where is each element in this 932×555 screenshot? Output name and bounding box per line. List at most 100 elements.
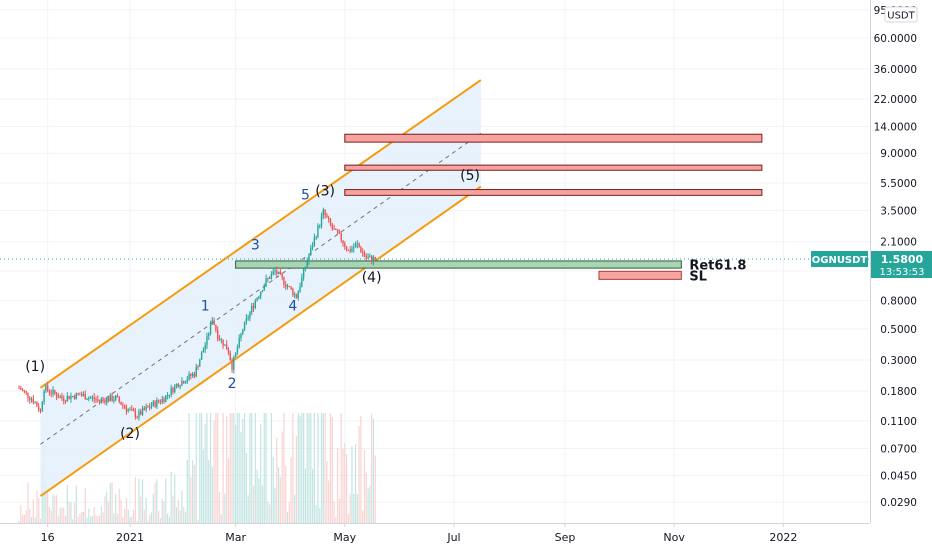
volume-bar	[265, 413, 267, 523]
volume-bar	[57, 516, 59, 523]
volume-bar	[372, 418, 375, 523]
volume-bar	[163, 501, 165, 523]
candle-body	[111, 395, 113, 401]
candle-body	[114, 395, 117, 400]
price-zones[interactable]	[235, 133, 763, 280]
volume-bar	[111, 482, 113, 523]
volume-bar	[81, 512, 83, 523]
volume-bar	[319, 508, 321, 523]
candle-body	[276, 270, 278, 274]
wave-label: 3	[251, 237, 260, 253]
candle-body	[48, 390, 51, 393]
volume-bar	[295, 436, 298, 523]
parallel-channel[interactable]	[39, 79, 482, 497]
volume-bar	[270, 413, 273, 523]
candle-body	[55, 393, 58, 398]
volume-bar	[75, 485, 77, 523]
candle-body	[249, 312, 251, 318]
candle-body	[251, 306, 253, 313]
volume-bar	[45, 483, 47, 523]
volume-bar	[345, 454, 348, 523]
volume-bar	[337, 447, 339, 523]
candle-body	[208, 333, 210, 337]
volume-bar	[34, 517, 36, 523]
volume-bar	[181, 490, 183, 523]
volume-bar	[231, 413, 233, 523]
candle-body	[165, 395, 167, 402]
candle-body	[353, 247, 355, 249]
volume-bar	[254, 413, 256, 523]
candle-body	[109, 395, 112, 402]
volume-bar	[304, 468, 307, 523]
volume-bar	[267, 501, 269, 523]
candle-body	[326, 215, 328, 218]
candle-body	[229, 352, 231, 361]
candle-body	[172, 387, 174, 393]
volume-bar	[147, 520, 149, 523]
candle-body	[183, 381, 185, 384]
candle-body	[259, 291, 262, 297]
volume-bar	[188, 413, 190, 523]
volume-bar	[329, 413, 332, 523]
volume-bar	[18, 520, 20, 523]
volume-bar	[25, 510, 27, 523]
volume-bar	[172, 495, 174, 523]
volume-bar	[320, 413, 323, 523]
candle-body	[88, 397, 90, 400]
volume-bar	[197, 520, 199, 523]
volume-bar	[344, 443, 346, 523]
wave-label: 5	[301, 188, 310, 204]
volume-bar	[358, 425, 360, 523]
time-axis[interactable]: 16 2021 Mar May Jul Sep Nov 2022	[0, 523, 870, 544]
y-tick-label: 0.1100	[880, 416, 917, 428]
candle-body	[168, 394, 171, 396]
candle-body	[224, 344, 226, 346]
y-tick-label: 14.0000	[874, 121, 917, 133]
candle-body	[91, 397, 94, 399]
candle-body	[270, 273, 273, 279]
candle-body	[311, 246, 314, 248]
candle-body	[356, 243, 359, 245]
volume-bar	[64, 516, 67, 523]
candle-body	[129, 409, 131, 411]
candle-body	[327, 217, 330, 220]
candle-body	[104, 399, 106, 403]
symbol-badge-box	[811, 251, 868, 267]
candle-body	[188, 374, 190, 380]
volume-bar	[220, 514, 222, 523]
candle-body	[64, 400, 67, 402]
volume-bar	[285, 465, 287, 523]
candle-body	[252, 306, 255, 308]
candle-body	[217, 330, 219, 339]
volume-bar	[229, 413, 231, 523]
candle-body	[335, 229, 337, 231]
volume-bar	[204, 423, 206, 523]
price-badge-box	[871, 251, 932, 278]
candle-body	[30, 399, 33, 401]
volume-bar	[61, 506, 63, 523]
volume-bar	[347, 513, 349, 523]
candle-body	[363, 252, 366, 257]
candle-body	[89, 397, 92, 399]
candle-body	[215, 324, 217, 331]
volume-bar	[283, 413, 285, 523]
candle-body	[306, 261, 308, 267]
volume-bar	[242, 419, 244, 523]
volume-bar	[149, 514, 151, 523]
candle-body	[211, 320, 214, 323]
candle-body	[279, 271, 282, 274]
currency-badge[interactable]: USDT	[884, 6, 918, 23]
volume-bar	[159, 517, 162, 523]
candle-body	[317, 225, 319, 238]
volume-bar	[328, 480, 330, 523]
candle-body	[186, 379, 188, 382]
volume-bar	[279, 477, 281, 523]
volume-bar	[247, 495, 249, 523]
volume-bar	[107, 502, 110, 523]
candle-body	[125, 407, 128, 412]
candle-body	[281, 273, 283, 278]
y-tick-label: 60.0000	[874, 33, 917, 45]
candle-body	[331, 224, 333, 229]
candle-body	[38, 406, 40, 411]
